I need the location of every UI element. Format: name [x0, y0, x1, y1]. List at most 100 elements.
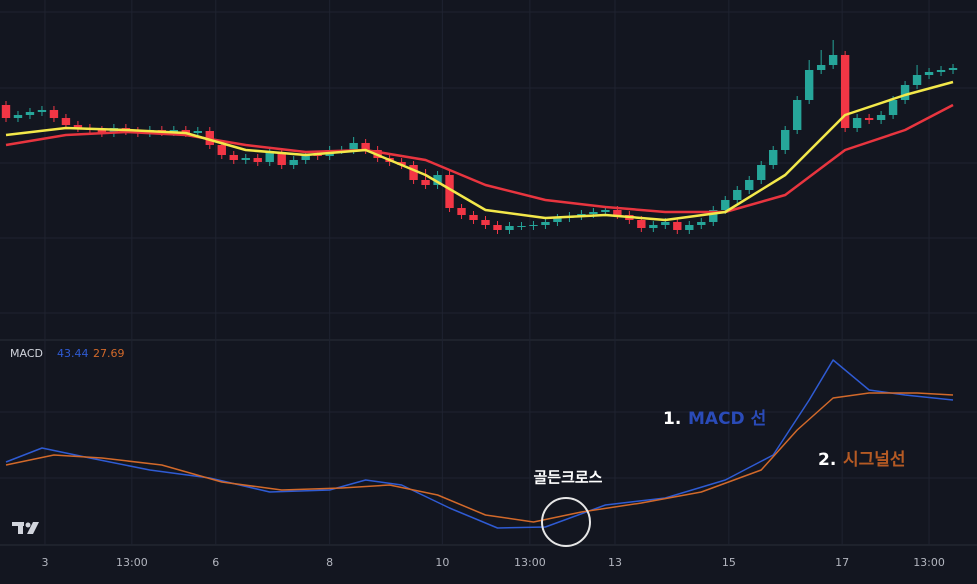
candle-body — [265, 152, 274, 162]
logo-part — [25, 522, 31, 528]
candle-body — [864, 118, 874, 120]
candle-body — [840, 55, 850, 128]
candle-body — [876, 115, 886, 120]
candle-body — [217, 145, 226, 155]
candle-body — [253, 158, 262, 162]
candle-body — [828, 55, 838, 65]
x-tick-label: 13 — [608, 556, 622, 569]
candle-body — [241, 158, 250, 160]
candle-body — [613, 210, 622, 215]
candle-body — [49, 110, 59, 118]
candle-body — [457, 208, 466, 215]
candle-body — [169, 130, 179, 132]
indicator-title: MACD — [10, 347, 43, 360]
candle-body — [685, 225, 694, 230]
candle-body — [709, 210, 718, 222]
candle-body — [912, 75, 922, 85]
candle-body — [553, 218, 562, 222]
candle-body — [289, 160, 298, 165]
candle-body — [97, 130, 107, 133]
candle-body — [517, 226, 526, 227]
candle-body — [745, 180, 754, 190]
candle-body — [804, 70, 814, 100]
candle-body — [37, 110, 47, 112]
candle-body — [769, 150, 778, 165]
candle-body — [948, 68, 958, 70]
candle-body — [733, 190, 742, 200]
time-axis: 3 13:00 6 8 10 13:00 13 15 17 13:00 — [41, 556, 944, 569]
x-tick-label: 13:00 — [913, 556, 945, 569]
candle-body — [469, 215, 478, 220]
candle-body — [1, 105, 11, 118]
candle-body — [409, 165, 418, 180]
candle-body — [649, 225, 658, 228]
candle-body — [505, 226, 514, 230]
price-grid — [0, 11, 977, 479]
candle-body — [936, 70, 946, 72]
candle-body — [900, 85, 910, 100]
candle-body — [349, 143, 358, 150]
x-tick-label: 3 — [41, 556, 48, 569]
candle-body — [697, 222, 706, 225]
candle-body — [601, 210, 610, 212]
logo-part — [27, 522, 39, 534]
candle-body — [481, 220, 490, 225]
candle-body — [781, 130, 790, 150]
candle-body — [421, 180, 430, 185]
candle-body — [61, 118, 71, 125]
candle-body — [229, 155, 238, 160]
x-tick-label: 13:00 — [116, 556, 148, 569]
macd-readout: 43.44 — [57, 347, 89, 360]
candle-body — [637, 220, 646, 228]
candle-body — [445, 175, 454, 208]
candle-body — [13, 115, 23, 118]
annotation-number: 1. — [663, 409, 681, 429]
macd-pane — [5, 359, 954, 529]
candle-body — [529, 225, 538, 226]
highlight-circle — [541, 497, 591, 547]
annotation-text: 골든크로스 — [533, 469, 602, 487]
candle-body — [361, 143, 370, 150]
candle-body — [541, 222, 550, 225]
candle-body — [25, 112, 35, 115]
x-tick-label: 8 — [326, 556, 333, 569]
candle-body — [493, 225, 502, 230]
candle-body — [181, 130, 191, 133]
candle-body — [193, 131, 202, 133]
x-tick-label: 10 — [435, 556, 449, 569]
indicator-line — [5, 359, 954, 529]
candle-body — [433, 175, 442, 185]
candle-body — [661, 222, 670, 225]
logo — [12, 522, 39, 534]
candle-body — [73, 125, 83, 128]
logo-part — [18, 522, 23, 534]
candle-body — [277, 152, 286, 165]
moving-average-line — [5, 103, 954, 214]
candle-body — [816, 65, 826, 70]
x-tick-label: 6 — [212, 556, 219, 569]
candle-body — [852, 118, 862, 128]
indicator-line — [5, 392, 954, 523]
candle-body — [313, 155, 322, 156]
candle-body — [589, 212, 598, 214]
candle-body — [397, 162, 406, 165]
annotation-text: MACD 선 — [688, 409, 766, 429]
candle-body — [757, 165, 766, 180]
candle-body — [924, 72, 934, 75]
candle-body — [673, 222, 682, 230]
annotation-text: 시그널선 — [843, 450, 906, 470]
moving-average-line — [5, 80, 954, 222]
price-pane — [1, 40, 958, 234]
annotation-number: 2. — [818, 450, 836, 470]
candle-body — [792, 100, 802, 130]
candle-body — [301, 155, 310, 160]
x-tick-label: 13:00 — [514, 556, 546, 569]
x-tick-label: 17 — [835, 556, 849, 569]
candle-body — [721, 200, 730, 210]
x-tick-label: 15 — [722, 556, 736, 569]
candle-body — [888, 100, 898, 115]
signal-readout: 27.69 — [93, 347, 125, 360]
